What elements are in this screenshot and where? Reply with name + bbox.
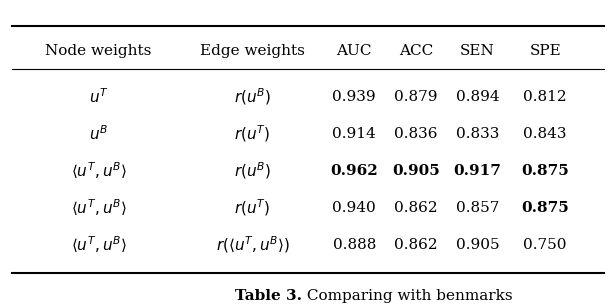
Text: Comparing with benmarks: Comparing with benmarks — [302, 289, 513, 303]
Text: 0.940: 0.940 — [332, 201, 376, 215]
Text: $\langle u^T, u^B\rangle$: $\langle u^T, u^B\rangle$ — [71, 160, 126, 181]
Text: $r(u^B)$: $r(u^B)$ — [234, 160, 271, 181]
Text: 0.843: 0.843 — [524, 127, 567, 141]
Text: $\langle u^T, u^B\rangle$: $\langle u^T, u^B\rangle$ — [71, 197, 126, 218]
Text: Table 3.: Table 3. — [235, 289, 302, 303]
Text: $\langle u^T, u^B\rangle$: $\langle u^T, u^B\rangle$ — [71, 234, 126, 255]
Text: 0.857: 0.857 — [456, 201, 499, 215]
Text: $u^T$: $u^T$ — [89, 88, 108, 106]
Text: 0.836: 0.836 — [394, 127, 437, 141]
Text: $u^B$: $u^B$ — [89, 125, 108, 143]
Text: 0.939: 0.939 — [333, 90, 376, 104]
Text: 0.894: 0.894 — [456, 90, 499, 104]
Text: 0.750: 0.750 — [524, 238, 567, 252]
Text: 0.888: 0.888 — [333, 238, 376, 252]
Text: 0.875: 0.875 — [521, 201, 569, 215]
Text: 0.905: 0.905 — [456, 238, 499, 252]
Text: $r(u^T)$: $r(u^T)$ — [235, 197, 270, 218]
Text: Edge weights: Edge weights — [200, 44, 305, 58]
Text: 0.833: 0.833 — [456, 127, 499, 141]
Text: 0.962: 0.962 — [330, 164, 378, 178]
Text: SEN: SEN — [460, 44, 495, 58]
Text: 0.914: 0.914 — [332, 127, 376, 141]
Text: 0.879: 0.879 — [394, 90, 437, 104]
Text: Node weights: Node weights — [46, 44, 152, 58]
Text: $r(u^T)$: $r(u^T)$ — [235, 124, 270, 144]
Text: AUC: AUC — [336, 44, 372, 58]
Text: 0.862: 0.862 — [394, 201, 437, 215]
Text: $r(u^B)$: $r(u^B)$ — [234, 87, 271, 107]
Text: 0.917: 0.917 — [453, 164, 501, 178]
Text: 0.812: 0.812 — [524, 90, 567, 104]
Text: $r(\langle u^T, u^B\rangle)$: $r(\langle u^T, u^B\rangle)$ — [216, 234, 290, 255]
Text: 0.905: 0.905 — [392, 164, 440, 178]
Text: ACC: ACC — [399, 44, 433, 58]
Text: SPE: SPE — [529, 44, 561, 58]
Text: 0.862: 0.862 — [394, 238, 437, 252]
Text: 0.875: 0.875 — [521, 164, 569, 178]
